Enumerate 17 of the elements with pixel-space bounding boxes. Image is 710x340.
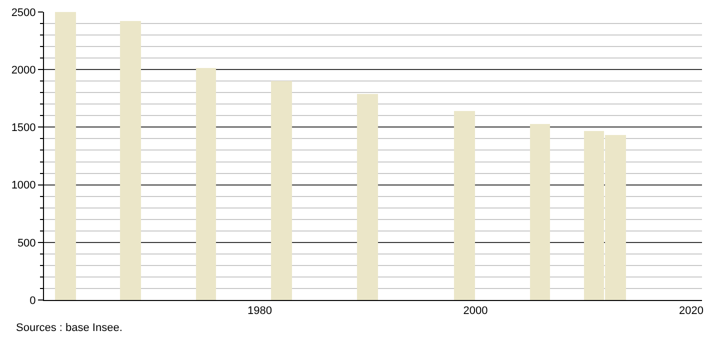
y-tick-label: 2500 — [11, 6, 36, 19]
bar — [120, 21, 141, 300]
bar — [357, 94, 378, 300]
source-note: Sources : base Insee. — [16, 322, 122, 334]
x-tick-label: 2020 — [678, 305, 704, 318]
y-tick-label: 1500 — [11, 122, 36, 134]
bar — [454, 111, 475, 300]
y-tick-label: 2000 — [11, 64, 36, 76]
bar — [530, 124, 550, 300]
y-tick-label: 500 — [17, 237, 36, 250]
y-tick-label: 0 — [30, 294, 36, 307]
x-tick-label: 1980 — [248, 305, 272, 318]
bar — [196, 68, 216, 300]
bar — [55, 12, 76, 300]
bar — [271, 81, 292, 300]
y-tick-label: 1000 — [11, 180, 36, 192]
x-tick-label: 2000 — [463, 305, 488, 318]
